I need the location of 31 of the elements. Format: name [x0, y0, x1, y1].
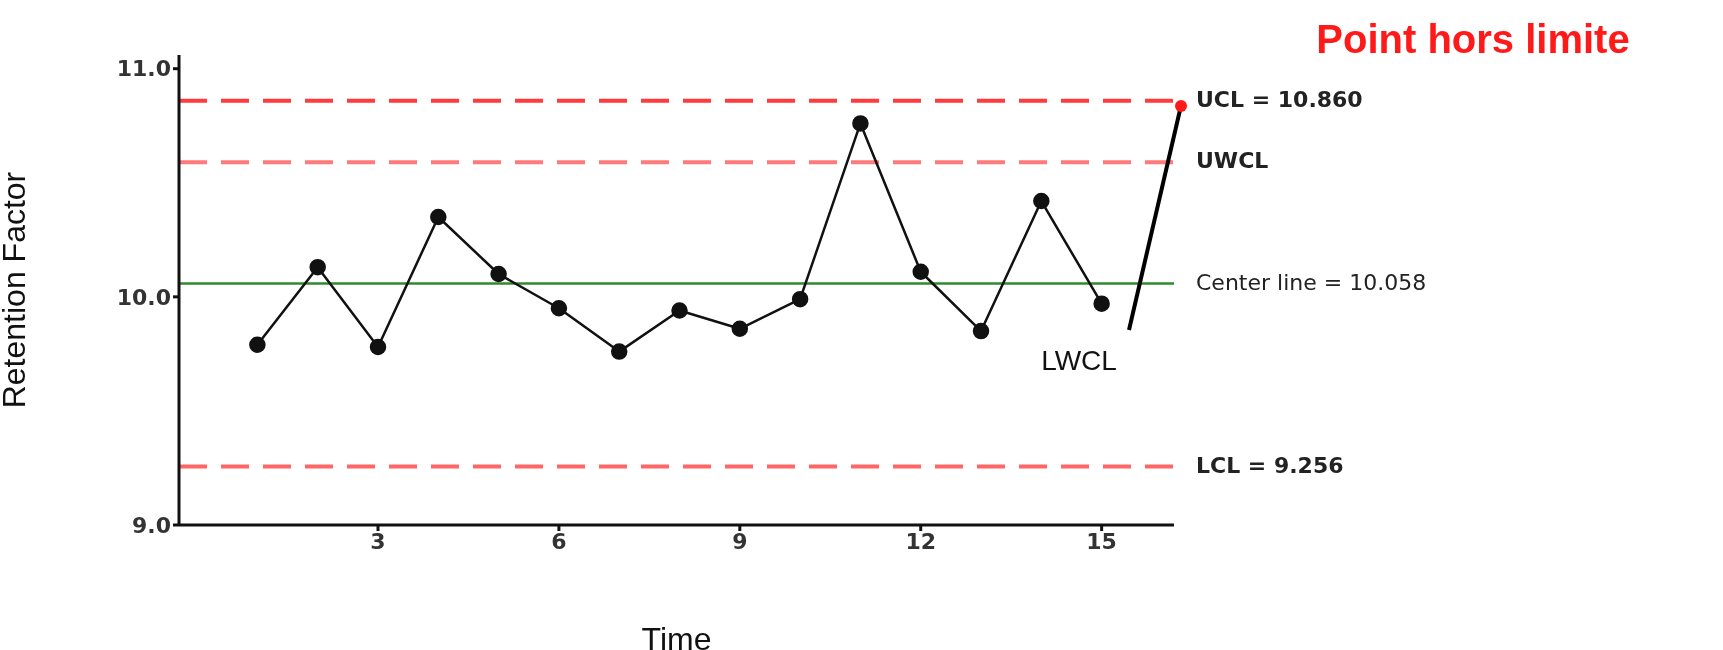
point	[731, 320, 749, 338]
point	[791, 290, 809, 308]
y-tick-label: 9.0	[132, 512, 171, 538]
point	[972, 322, 990, 340]
point	[852, 115, 869, 132]
y-tick-label: 10.0	[116, 284, 171, 310]
point	[1093, 295, 1110, 312]
point	[1033, 192, 1050, 210]
ref-line-label: UCL = 10.860	[1196, 86, 1363, 112]
point	[671, 302, 688, 319]
x-tick-label: 9	[732, 528, 748, 554]
point	[610, 343, 628, 360]
text: Point hors limite	[1316, 16, 1630, 61]
point	[430, 208, 447, 226]
point	[309, 258, 326, 276]
point	[249, 336, 266, 354]
x-tick-label: 6	[551, 528, 567, 554]
ref-line-label: UWCL	[1196, 148, 1269, 174]
x-tick-label: 12	[905, 528, 937, 554]
point	[490, 265, 507, 283]
point	[912, 263, 929, 280]
x-axis-title: Time	[641, 621, 712, 650]
annotation: LWCL	[1041, 345, 1117, 377]
point	[550, 300, 568, 317]
y-tick-label: 11.0	[116, 56, 171, 82]
x-tick-label: 15	[1086, 528, 1117, 554]
y-axis-title: Retention Factor	[0, 171, 33, 409]
ref-line-label: Center line = 10.058	[1196, 269, 1427, 295]
ref-line-label: LCL = 9.256	[1196, 452, 1344, 478]
x-tick-label: 3	[370, 528, 386, 554]
point	[369, 338, 387, 356]
